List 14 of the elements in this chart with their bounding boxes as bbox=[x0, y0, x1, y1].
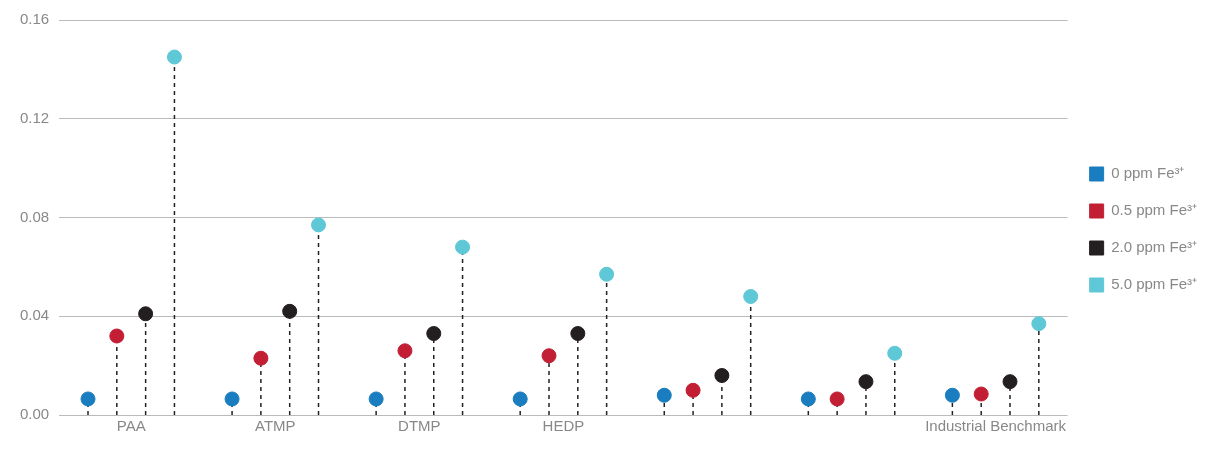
y-tick-label: 0.04 bbox=[19, 306, 50, 324]
legend-label: 0.5 ppm Fe³⁺ bbox=[1111, 201, 1198, 219]
x-tick-label: Industrial Benchmark bbox=[925, 417, 1067, 435]
y-tick-label: 0.12 bbox=[19, 108, 50, 126]
x-tick-label: ATMP bbox=[255, 417, 296, 435]
x-tick-label: PAA bbox=[116, 417, 146, 435]
x-tick-label: HEDP bbox=[542, 417, 585, 435]
legend-label: 5.0 ppm Fe³⁺ bbox=[1111, 275, 1198, 293]
x-tick-label: DTMP bbox=[398, 417, 441, 435]
legend-label: 0 ppm Fe³⁺ bbox=[1111, 164, 1185, 182]
y-tick-label: 0.08 bbox=[19, 207, 50, 225]
y-tick-label: 0.16 bbox=[19, 10, 50, 28]
y-tick-label: 0.00 bbox=[19, 405, 50, 423]
legend-label: 2.0 ppm Fe³⁺ bbox=[1111, 238, 1198, 256]
